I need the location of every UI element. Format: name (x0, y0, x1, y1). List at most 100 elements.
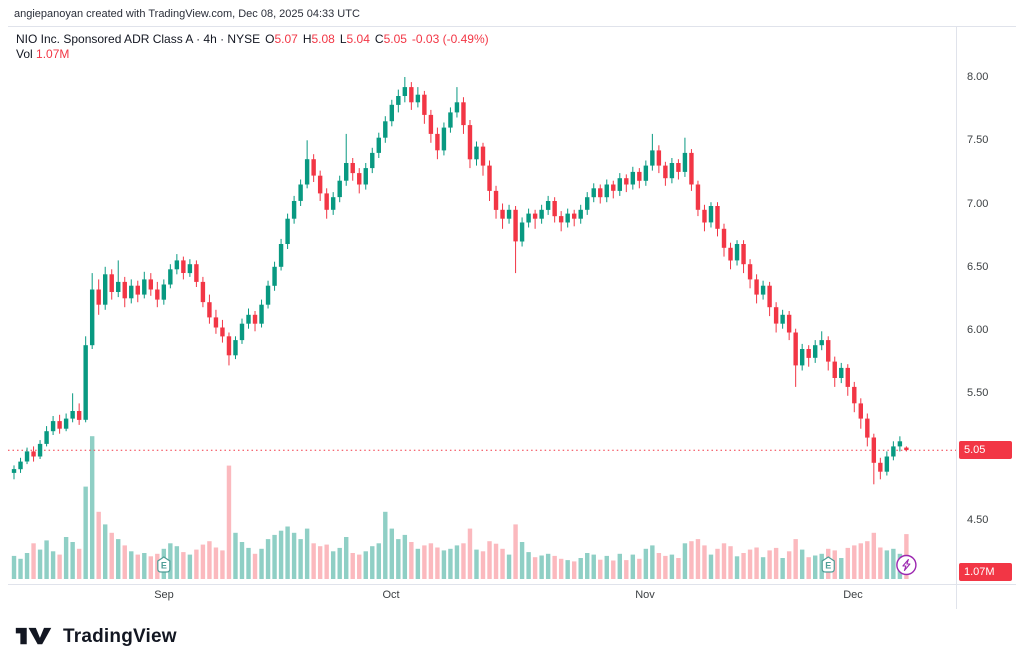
candle[interactable] (37, 440, 43, 459)
candle[interactable] (155, 281, 160, 308)
candle[interactable] (611, 180, 616, 199)
candle[interactable] (806, 345, 811, 367)
candle[interactable] (63, 413, 69, 432)
candle[interactable] (767, 281, 772, 317)
candle[interactable] (103, 266, 108, 310)
candle[interactable] (441, 122, 447, 156)
candle[interactable] (702, 204, 707, 232)
candle[interactable] (721, 223, 727, 257)
candle[interactable] (786, 311, 792, 341)
candle[interactable] (891, 441, 896, 461)
candle[interactable] (291, 195, 297, 224)
time-axis[interactable]: Sep Oct Nov Dec (8, 583, 956, 609)
candle[interactable] (18, 457, 23, 473)
candle[interactable] (129, 279, 134, 304)
candle[interactable] (578, 204, 583, 224)
candle[interactable] (259, 299, 264, 328)
candle[interactable] (304, 140, 310, 189)
candle[interactable] (682, 137, 688, 177)
candle[interactable] (83, 336, 88, 423)
candle[interactable] (839, 362, 844, 384)
candle[interactable] (565, 208, 570, 228)
candle[interactable] (487, 160, 492, 202)
candle[interactable] (96, 279, 101, 315)
candle[interactable] (871, 433, 877, 485)
candle[interactable] (493, 185, 499, 219)
candle[interactable] (272, 261, 277, 291)
candle[interactable] (246, 308, 251, 329)
candle[interactable] (454, 87, 460, 118)
candle[interactable] (624, 174, 629, 193)
candle[interactable] (168, 264, 173, 289)
candle[interactable] (135, 280, 140, 303)
candle[interactable] (194, 260, 199, 287)
candle[interactable] (24, 447, 30, 465)
candle[interactable] (519, 217, 525, 247)
candle[interactable] (812, 340, 818, 363)
candle[interactable] (44, 426, 49, 447)
candle[interactable] (265, 280, 271, 309)
candle[interactable] (832, 356, 837, 387)
candle[interactable] (200, 276, 206, 308)
candle[interactable] (317, 170, 323, 201)
candle[interactable] (819, 331, 824, 351)
candle[interactable] (500, 203, 505, 229)
candle[interactable] (89, 273, 95, 349)
candle[interactable] (852, 381, 857, 413)
candle[interactable] (617, 173, 622, 196)
candle[interactable] (213, 309, 219, 334)
candle[interactable] (389, 99, 395, 127)
candle[interactable] (467, 120, 473, 169)
candle[interactable] (513, 206, 518, 274)
candle[interactable] (31, 446, 36, 462)
candle[interactable] (480, 142, 486, 176)
candle[interactable] (865, 413, 870, 447)
candle[interactable] (220, 319, 225, 343)
candle[interactable] (474, 141, 479, 166)
candle[interactable] (448, 107, 453, 133)
candle[interactable] (233, 336, 238, 360)
candle[interactable] (298, 179, 303, 207)
candle[interactable] (376, 132, 381, 158)
candle[interactable] (676, 159, 681, 180)
candle[interactable] (506, 204, 512, 224)
candle[interactable] (663, 161, 668, 186)
candle[interactable] (57, 414, 62, 434)
candle[interactable] (643, 160, 649, 186)
candle[interactable] (571, 209, 577, 227)
candle[interactable] (708, 202, 714, 228)
candle[interactable] (109, 269, 114, 300)
candle[interactable] (773, 302, 779, 333)
candle[interactable] (350, 158, 355, 181)
candle[interactable] (428, 109, 434, 143)
candle[interactable] (604, 179, 609, 203)
candle[interactable] (689, 149, 694, 191)
candle[interactable] (728, 242, 733, 270)
candle[interactable] (402, 77, 408, 103)
candle[interactable] (845, 364, 850, 396)
candle[interactable] (754, 274, 759, 304)
candle[interactable] (252, 311, 258, 332)
price-axis[interactable]: 5.05 1.07M 8.00 7.50 7.00 6.50 6.00 5.50 4.50 (956, 27, 1016, 609)
candle[interactable] (799, 343, 805, 371)
candle[interactable] (344, 133, 349, 186)
candle[interactable] (181, 256, 186, 280)
candle[interactable] (330, 192, 336, 215)
candle[interactable] (637, 168, 642, 189)
candle[interactable] (174, 254, 180, 275)
candle[interactable] (415, 87, 421, 108)
lightning-bolt-icon[interactable] (896, 554, 917, 576)
candle[interactable] (897, 436, 903, 452)
tradingview-footer[interactable]: TradingView (14, 623, 1024, 651)
candle[interactable] (142, 271, 147, 299)
symbol-title[interactable]: NIO Inc. Sponsored ADR Class A · 4h · NY… (16, 32, 261, 46)
candle[interactable] (324, 188, 329, 219)
candle[interactable] (396, 89, 401, 113)
earnings-marker-icon[interactable]: E (821, 556, 835, 573)
candle[interactable] (70, 393, 75, 423)
candle[interactable] (409, 82, 414, 110)
candle[interactable] (630, 166, 636, 190)
candle[interactable] (904, 446, 909, 452)
